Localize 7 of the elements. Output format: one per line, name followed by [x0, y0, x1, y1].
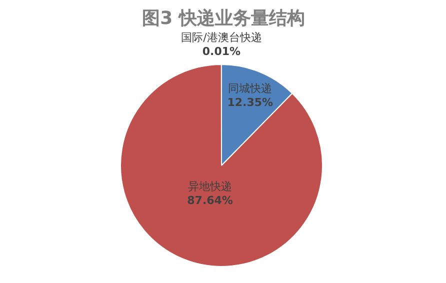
slice-label: 国际/港澳台快递 — [181, 30, 262, 44]
data-label: 0.01% — [202, 44, 241, 58]
slice-label: 同城快递 — [228, 82, 272, 95]
data-label: 87.64% — [187, 194, 233, 208]
slice-label: 异地快递 — [188, 180, 232, 194]
chart-title: 图3 快递业务量结构 — [142, 8, 305, 29]
data-label: 12.35% — [227, 96, 274, 109]
